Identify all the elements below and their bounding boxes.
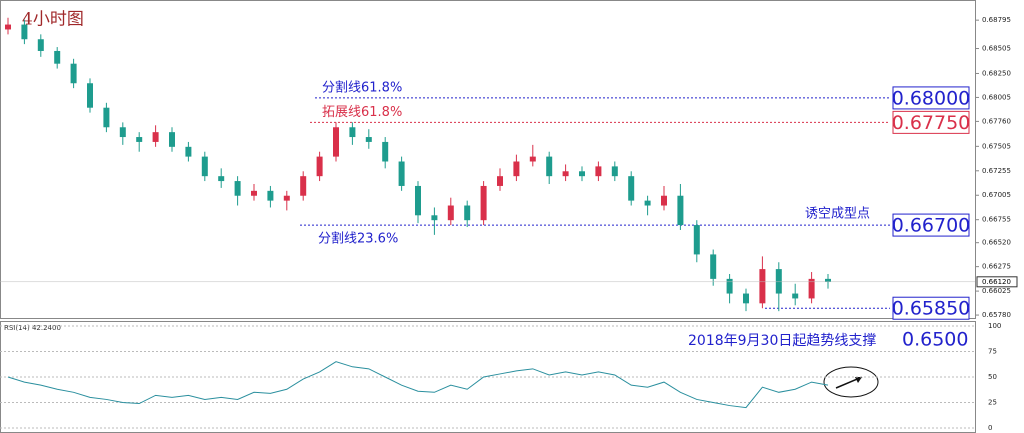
candle-body — [316, 156, 323, 177]
y-tick-label: 0.67760 — [982, 117, 1011, 125]
y-tick-label: 0.68250 — [982, 69, 1011, 77]
y-tick-label: 0.66275 — [982, 263, 1011, 271]
candle-body — [54, 50, 61, 64]
level-box — [892, 86, 970, 110]
candle-body — [251, 190, 257, 196]
rsi-annotation: 2018年9月30日起趋势线支撑 — [688, 333, 876, 349]
y-tick-label: 0.66520 — [982, 239, 1011, 247]
y-tick-label: 0.66025 — [982, 287, 1011, 295]
candle-body — [136, 137, 143, 142]
level-label: 0.65850 — [892, 298, 971, 320]
candle-body — [5, 24, 11, 30]
level-label: 0.67750 — [892, 112, 971, 134]
level-text: 分割线23.6% — [318, 231, 398, 247]
candle-body — [333, 127, 339, 157]
candle-body — [201, 156, 208, 177]
last-price-box — [976, 276, 1018, 288]
highlight-ellipse — [823, 366, 879, 398]
y-tick-label: 25 — [988, 399, 997, 407]
level-label: 0.68000 — [892, 87, 971, 109]
candle-body — [398, 161, 405, 186]
y-tick-label: 0.67005 — [982, 191, 1011, 199]
candle-body — [234, 181, 241, 196]
candle-body — [677, 195, 684, 226]
candle-body — [497, 176, 503, 186]
candle-body — [743, 293, 749, 304]
y-tick-label: 0.66755 — [982, 216, 1011, 224]
candle-body — [792, 293, 799, 299]
candle-body — [546, 156, 553, 177]
level-text: 拓展线61.8% — [322, 105, 402, 120]
level-box — [892, 213, 970, 237]
candle-body — [349, 127, 356, 138]
arrow-head — [855, 377, 862, 383]
chart-title: 4小时图 — [22, 10, 84, 30]
level-label: 0.66700 — [892, 215, 971, 237]
candle-body — [513, 161, 520, 177]
y-tick-label: 0.68005 — [982, 93, 1011, 101]
candle-body — [644, 200, 651, 206]
candle-body — [595, 166, 602, 177]
candle-body — [169, 132, 175, 147]
candle-body — [579, 171, 585, 177]
candle-body — [21, 24, 28, 40]
support-label: 0.6500 — [902, 329, 968, 351]
candle-body — [628, 176, 635, 201]
candle-body — [218, 176, 225, 182]
y-tick-label: 0 — [988, 424, 992, 432]
rsi-line — [7, 361, 829, 409]
candle-body — [267, 190, 274, 201]
candle-body — [562, 171, 569, 177]
candle-body — [480, 185, 487, 221]
candle-body — [464, 205, 471, 221]
candle-body — [152, 132, 159, 142]
y-tick-label: 75 — [988, 348, 997, 356]
candle-body — [693, 225, 700, 255]
candle-body — [103, 107, 110, 128]
level-box — [892, 296, 970, 320]
candle-body — [300, 176, 307, 196]
candle-body — [37, 39, 44, 51]
level-box — [892, 110, 970, 134]
candle-body — [87, 83, 93, 108]
annotation: 诱空成型点 — [805, 207, 870, 222]
candle-body — [529, 156, 536, 162]
candle-body — [726, 278, 733, 294]
candle-body — [382, 141, 389, 162]
candle-body — [825, 278, 831, 282]
y-tick-label: 0.65780 — [982, 311, 1011, 319]
main-panel — [0, 0, 976, 319]
candle-body — [415, 185, 421, 216]
candle-body — [808, 278, 815, 299]
y-tick-label: 0.67255 — [982, 167, 1011, 175]
rsi-title: RSI(14) 42.2400 — [4, 324, 61, 332]
last-price-label: 0.66120 — [982, 278, 1011, 286]
y-tick-label: 100 — [988, 322, 1001, 330]
candle-body — [447, 205, 454, 221]
candle-body — [119, 127, 126, 138]
candle-body — [365, 137, 372, 142]
candle-body — [611, 166, 618, 177]
y-tick-label: 0.68505 — [982, 45, 1011, 53]
candle-body — [283, 195, 290, 201]
candle-body — [759, 269, 766, 304]
candle-body — [661, 195, 667, 206]
candle-body — [775, 269, 782, 294]
y-tick-label: 0.68795 — [982, 16, 1011, 24]
candle-body — [710, 254, 717, 279]
candle-body — [185, 146, 192, 157]
candle-body — [70, 63, 77, 84]
level-text: 分割线61.8% — [322, 79, 402, 95]
y-tick-label: 0.67505 — [982, 142, 1011, 150]
y-tick-label: 50 — [988, 373, 997, 381]
candle-body — [431, 215, 438, 221]
